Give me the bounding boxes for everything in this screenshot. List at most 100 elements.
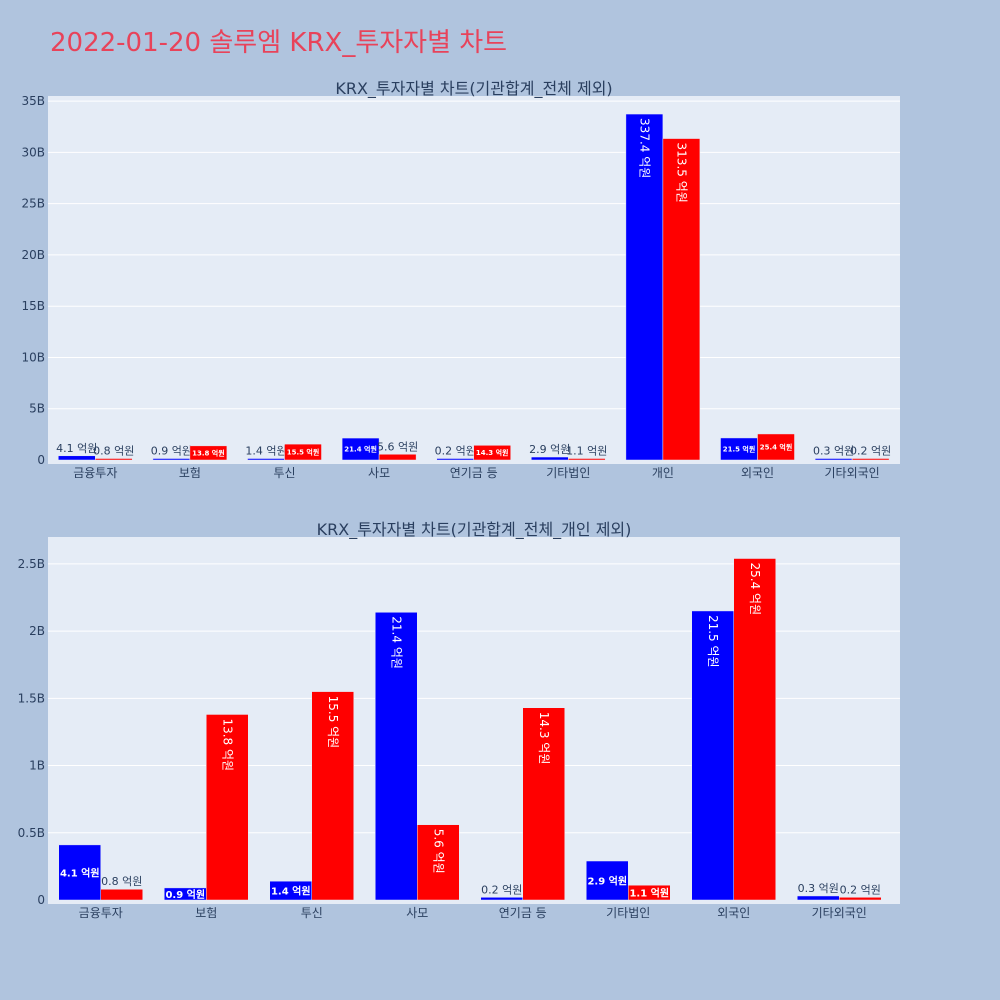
bar-value-label: 25.4 억원 xyxy=(760,442,793,451)
bar-value-label: 0.9 억원 xyxy=(165,888,205,901)
bar-value-label: 5.6 억원 xyxy=(431,829,445,874)
y-tick-label: 1.5B xyxy=(18,691,45,705)
bar-value-label: 0.8 억원 xyxy=(101,875,142,888)
buy-bar xyxy=(814,458,853,461)
x-tick-label: 외국인 xyxy=(741,466,774,480)
x-tick-label: 연기금 등 xyxy=(499,906,547,920)
buy-bar xyxy=(58,844,101,901)
y-tick-label: 15B xyxy=(21,299,45,313)
buy-bar xyxy=(691,610,734,901)
sell-bar xyxy=(839,897,882,901)
sell-bar xyxy=(522,707,565,901)
bar-value-label: 0.2 억원 xyxy=(435,445,476,458)
buy-bar xyxy=(586,860,629,901)
buy-bar xyxy=(797,895,840,901)
sell-bar xyxy=(311,691,354,901)
x-tick-label: 보험 xyxy=(195,906,217,920)
bar-value-label: 4.1 억원 xyxy=(56,442,97,455)
y-tick-label: 30B xyxy=(21,145,45,159)
bar-value-label: 1.4 억원 xyxy=(245,445,286,458)
buy-bar xyxy=(625,113,664,461)
sell-bar xyxy=(189,445,228,461)
bar-value-label: 0.8 억원 xyxy=(93,445,134,458)
bar-value-label: 0.3 억원 xyxy=(813,445,854,458)
bar-value-label: 5.6 억원 xyxy=(377,440,418,453)
bar-value-label: 337.4 억원 xyxy=(637,118,651,178)
bar-value-label: 21.4 억원 xyxy=(344,445,377,454)
bar-value-label: 15.5 억원 xyxy=(287,448,320,457)
buy-bar xyxy=(375,612,418,901)
x-tick-label: 기타법인 xyxy=(546,466,590,480)
chart-excluding-institution-total-and-individual: KRX_투자자별 차트(기관합계_전체_개인 제외) 0 0.5B 1B 1.5B 2B 2… xyxy=(18,520,900,920)
y-tick-label: 0 xyxy=(37,453,45,467)
x-tick-label: 보험 xyxy=(179,466,201,480)
buy-bar xyxy=(436,458,474,461)
bar-value-label: 313.5 억원 xyxy=(674,143,688,203)
bar-value-label: 13.8 억원 xyxy=(192,448,225,457)
bar-value-label: 13.8 억원 xyxy=(220,718,234,771)
sell-bar xyxy=(733,558,776,901)
buy-bar xyxy=(341,437,380,461)
x-tick-label: 기타법인 xyxy=(606,906,650,920)
x-tick-label: 금융투자 xyxy=(79,906,123,920)
sell-bar xyxy=(757,433,795,461)
bar-value-label: 21.5 억원 xyxy=(723,444,756,453)
bar-value-label: 21.5 억원 xyxy=(706,615,720,668)
y-tick-label: 2.5B xyxy=(18,557,45,571)
x-tick-label: 개인 xyxy=(652,466,674,480)
bar-value-label: 0.2 억원 xyxy=(850,445,891,458)
x-tick-label: 투신 xyxy=(273,466,295,480)
x-tick-label: 금융투자 xyxy=(73,466,117,480)
y-tick-label: 10B xyxy=(21,350,45,364)
bar-value-label: 1.1 억원 xyxy=(629,887,669,900)
buy-bar xyxy=(531,456,569,461)
bar-value-label: 15.5 억원 xyxy=(326,696,340,749)
sell-bar xyxy=(206,714,249,901)
x-tick-label: 기타외국인 xyxy=(812,906,867,920)
plot-area xyxy=(48,96,900,464)
sell-bar xyxy=(95,458,133,461)
x-tick-label: 연기금 등 xyxy=(450,466,498,480)
y-tick-label: 20B xyxy=(21,248,45,262)
sell-bar xyxy=(284,443,322,461)
bar-value-label: 21.4 억원 xyxy=(389,616,403,669)
bar-value-label: 0.2 억원 xyxy=(840,883,881,896)
bar-value-label: 25.4 억원 xyxy=(748,563,762,616)
bar-value-label: 1.1 억원 xyxy=(566,445,607,458)
chart-excluding-institution-total: KRX_투자자별 차트(기관합계_전체 제외) 0 5B 10B 15B 20B 25B 30… xyxy=(21,79,900,480)
x-tick-label: 외국인 xyxy=(717,906,750,920)
sell-bar xyxy=(473,445,511,461)
bar-value-label: 2.9 억원 xyxy=(587,875,627,888)
chart-title: KRX_투자자별 차트(기관합계_전체 제외) xyxy=(335,79,612,99)
bar-value-label: 14.3 억원 xyxy=(537,712,551,765)
x-tick-label: 사모 xyxy=(368,466,390,480)
bar-value-label: 0.3 억원 xyxy=(798,882,839,895)
sell-bar xyxy=(628,884,671,901)
x-tick-label: 투신 xyxy=(301,906,323,920)
bar-value-label: 4.1 억원 xyxy=(60,866,100,879)
buy-bar xyxy=(152,458,191,461)
bar-value-label: 2.9 억원 xyxy=(529,443,570,456)
y-tick-label: 0 xyxy=(37,893,45,907)
x-tick-label: 사모 xyxy=(406,906,428,920)
bar-value-label: 14.3 억원 xyxy=(476,448,509,457)
sell-bar xyxy=(851,458,890,461)
chart-title: KRX_투자자별 차트(기관합계_전체_개인 제외) xyxy=(317,520,632,540)
sell-bar xyxy=(100,888,143,901)
y-tick-label: 5B xyxy=(29,402,45,416)
bar-value-label: 0.9 억원 xyxy=(151,445,192,458)
sell-bar xyxy=(378,454,417,461)
bar-value-label: 1.4 억원 xyxy=(271,885,311,898)
y-tick-label: 1B xyxy=(29,759,45,773)
buy-bar xyxy=(247,458,285,461)
y-tick-label: 0.5B xyxy=(18,826,45,840)
y-tick-label: 2B xyxy=(29,624,45,638)
y-tick-label: 25B xyxy=(21,197,45,211)
bar-value-label: 0.2 억원 xyxy=(481,883,522,896)
sell-bar xyxy=(662,138,701,461)
y-tick-label: 35B xyxy=(21,94,45,108)
x-tick-label: 기타외국인 xyxy=(824,466,879,480)
sell-bar xyxy=(568,458,606,461)
buy-bar xyxy=(480,897,523,901)
